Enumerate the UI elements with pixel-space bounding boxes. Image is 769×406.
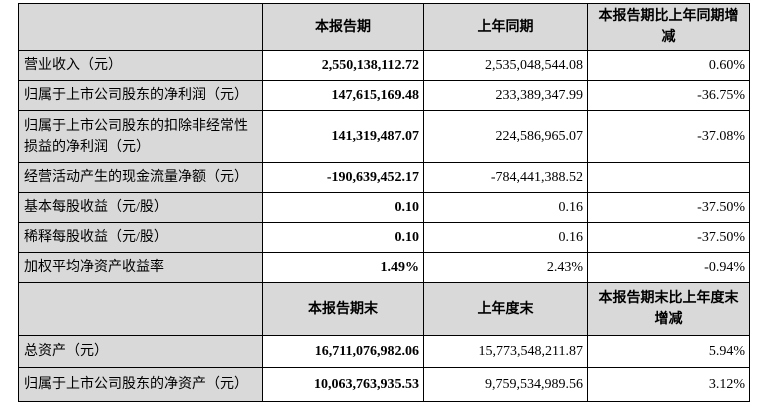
row-label: 归属于上市公司股东的净资产（元） (18, 367, 263, 402)
prior-period-value: 2.43% (423, 252, 588, 283)
header-period-end-change: 本报告期末比上年度末增减 (587, 282, 750, 336)
prior-period-value: -784,441,388.52 (423, 162, 588, 193)
header-period-change: 本报告期比上年同期增减 (587, 3, 750, 51)
prior-period-value: 0.16 (423, 192, 588, 223)
change-value (587, 162, 750, 193)
header-prior-year-end: 上年度末 (423, 282, 588, 336)
change-value: -37.50% (587, 192, 750, 223)
current-period-value: 0.10 (262, 222, 424, 253)
change-value: 5.94% (587, 335, 750, 368)
table-row-net-assets: 归属于上市公司股东的净资产（元） 10,063,763,935.53 9,759… (18, 367, 750, 402)
financial-summary-table: 本报告期 上年同期 本报告期比上年同期增减 营业收入（元） 2,550,138,… (18, 3, 750, 402)
row-label: 基本每股收益（元/股） (18, 192, 263, 223)
table-row-basic-eps: 基本每股收益（元/股） 0.10 0.16 -37.50% (18, 192, 750, 223)
current-period-value: -190,639,452.17 (262, 162, 424, 193)
change-value: -36.75% (587, 80, 750, 111)
current-period-value: 1.49% (262, 252, 424, 283)
prior-period-value: 9,759,534,989.56 (423, 367, 588, 402)
table-row-diluted-eps: 稀释每股收益（元/股） 0.10 0.16 -37.50% (18, 222, 750, 253)
prior-period-value: 224,586,965.07 (423, 110, 588, 163)
change-value: -37.08% (587, 110, 750, 163)
table-row-total-assets: 总资产（元） 16,711,076,982.06 15,773,548,211.… (18, 335, 750, 368)
change-value: 0.60% (587, 50, 750, 81)
prior-period-value: 2,535,048,544.08 (423, 50, 588, 81)
row-label: 总资产（元） (18, 335, 263, 368)
current-period-value: 10,063,763,935.53 (262, 367, 424, 402)
current-period-value: 16,711,076,982.06 (262, 335, 424, 368)
header-current-period: 本报告期 (262, 3, 424, 51)
table-row-net-profit: 归属于上市公司股东的净利润（元） 147,615,169.48 233,389,… (18, 80, 750, 111)
header-prior-period: 上年同期 (423, 3, 588, 51)
row-label: 营业收入（元） (18, 50, 263, 81)
prior-period-value: 233,389,347.99 (423, 80, 588, 111)
row-label: 归属于上市公司股东的净利润（元） (18, 80, 263, 111)
table-row-net-profit-excl-nonrecurring: 归属于上市公司股东的扣除非经常性损益的净利润（元） 141,319,487.07… (18, 110, 750, 163)
table-row-revenue: 营业收入（元） 2,550,138,112.72 2,535,048,544.0… (18, 50, 750, 81)
table-row-operating-cash-flow: 经营活动产生的现金流量净额（元） -190,639,452.17 -784,44… (18, 162, 750, 193)
corner-cell (18, 3, 263, 51)
change-value: 3.12% (587, 367, 750, 402)
header-period-end: 本报告期末 (262, 282, 424, 336)
prior-period-value: 0.16 (423, 222, 588, 253)
corner-cell (18, 282, 263, 336)
section1-header-row: 本报告期 上年同期 本报告期比上年同期增减 (18, 3, 750, 51)
change-value: -0.94% (587, 252, 750, 283)
change-value: -37.50% (587, 222, 750, 253)
row-label: 加权平均净资产收益率 (18, 252, 263, 283)
current-period-value: 2,550,138,112.72 (262, 50, 424, 81)
row-label: 稀释每股收益（元/股） (18, 222, 263, 253)
current-period-value: 147,615,169.48 (262, 80, 424, 111)
current-period-value: 141,319,487.07 (262, 110, 424, 163)
row-label: 经营活动产生的现金流量净额（元） (18, 162, 263, 193)
table-row-weighted-avg-roe: 加权平均净资产收益率 1.49% 2.43% -0.94% (18, 252, 750, 283)
prior-period-value: 15,773,548,211.87 (423, 335, 588, 368)
current-period-value: 0.10 (262, 192, 424, 223)
section2-header-row: 本报告期末 上年度末 本报告期末比上年度末增减 (18, 282, 750, 336)
row-label: 归属于上市公司股东的扣除非经常性损益的净利润（元） (18, 110, 263, 163)
